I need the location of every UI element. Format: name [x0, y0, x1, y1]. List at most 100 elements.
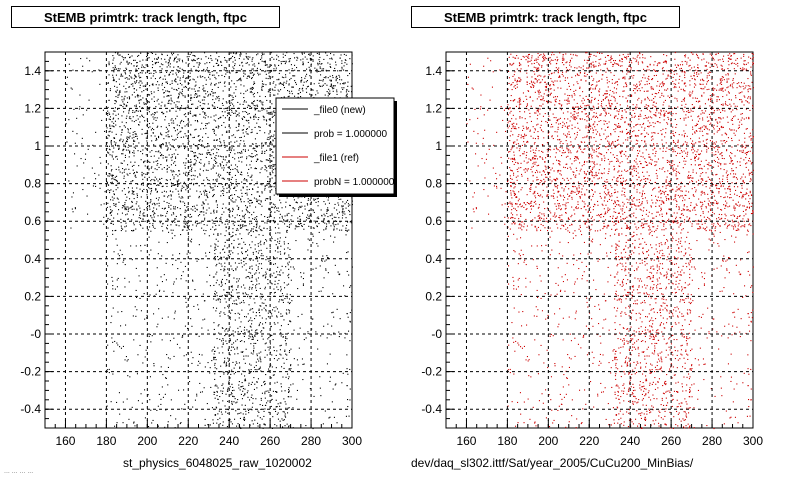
scatter-point	[79, 94, 81, 96]
scatter-point	[286, 293, 288, 295]
scatter-point	[165, 81, 167, 83]
scatter-point	[243, 215, 245, 217]
scatter-point	[187, 135, 189, 137]
scatter-point	[264, 397, 266, 399]
scatter-point	[212, 166, 214, 168]
scatter-point	[257, 119, 259, 121]
scatter-point	[215, 98, 217, 100]
scatter-point	[230, 150, 232, 152]
scatter-point	[154, 168, 156, 170]
scatter-point	[210, 58, 212, 60]
scatter-point	[258, 195, 260, 197]
scatter-point	[154, 180, 156, 182]
scatter-point	[328, 202, 330, 204]
scatter-point	[273, 257, 275, 259]
scatter-point	[217, 125, 219, 127]
scatter-point	[253, 342, 255, 344]
scatter-point	[309, 57, 311, 59]
scatter-point	[212, 148, 214, 150]
scatter-point	[129, 172, 131, 174]
scatter-point	[126, 105, 128, 107]
scatter-point	[321, 215, 323, 217]
scatter-point	[193, 305, 195, 307]
scatter-point	[299, 206, 301, 208]
scatter-point	[170, 157, 172, 159]
scatter-point	[141, 82, 143, 84]
scatter-point	[192, 209, 194, 211]
scatter-point	[216, 178, 218, 180]
scatter-point	[157, 425, 159, 427]
scatter-point	[270, 174, 272, 176]
scatter-point	[125, 146, 127, 148]
scatter-point	[225, 155, 227, 157]
scatter-point	[270, 141, 272, 143]
scatter-point	[161, 71, 163, 73]
scatter-point	[136, 296, 138, 298]
scatter-point	[266, 247, 268, 249]
scatter-point	[346, 89, 348, 91]
scatter-point	[190, 96, 192, 98]
scatter-point	[242, 65, 244, 67]
scatter-point	[323, 219, 325, 221]
scatter-point	[272, 151, 274, 153]
scatter-point	[214, 378, 216, 380]
scatter-point	[253, 366, 255, 368]
scatter-point	[273, 374, 275, 376]
scatter-point	[182, 76, 184, 78]
scatter-point	[151, 179, 153, 181]
scatter-point	[286, 80, 288, 82]
scatter-point	[344, 337, 346, 339]
scatter-point	[226, 343, 228, 345]
scatter-point	[119, 249, 121, 251]
scatter-point	[213, 284, 215, 286]
scatter-point	[275, 276, 277, 278]
scatter-point	[227, 268, 229, 270]
scatter-point	[222, 249, 224, 251]
scatter-point	[254, 138, 256, 140]
scatter-point	[315, 222, 317, 224]
scatter-point	[214, 397, 216, 399]
scatter-point	[123, 85, 125, 87]
scatter-point	[302, 363, 304, 365]
scatter-point	[222, 343, 224, 345]
scatter-point	[218, 126, 220, 128]
scatter-point	[238, 206, 240, 208]
scatter-point	[176, 124, 178, 126]
scatter-point	[174, 218, 176, 220]
scatter-point	[169, 144, 171, 146]
scatter-point	[271, 275, 273, 277]
scatter-point	[280, 269, 282, 271]
scatter-point	[194, 85, 196, 87]
scatter-point	[165, 377, 167, 379]
scatter-point	[203, 90, 205, 92]
scatter-point	[343, 87, 345, 89]
scatter-point	[209, 154, 211, 156]
scatter-point	[171, 159, 173, 161]
scatter-point	[170, 224, 172, 226]
scatter-point	[145, 137, 147, 139]
scatter-point	[292, 207, 294, 209]
scatter-point	[125, 67, 127, 69]
scatter-point	[284, 54, 286, 56]
scatter-point	[297, 93, 299, 95]
scatter-point	[245, 380, 247, 382]
scatter-point	[245, 410, 247, 412]
scatter-point	[315, 94, 317, 96]
scatter-point	[139, 344, 141, 346]
scatter-point	[283, 96, 285, 98]
scatter-point	[265, 73, 267, 75]
scatter-point	[119, 90, 121, 92]
scatter-point	[255, 108, 257, 110]
scatter-point	[345, 217, 347, 219]
scatter-point	[202, 85, 204, 87]
scatter-point	[236, 71, 238, 73]
scatter-point	[127, 187, 129, 189]
scatter-point	[239, 143, 241, 145]
scatter-point	[121, 153, 123, 155]
scatter-point	[207, 203, 209, 205]
scatter-point	[254, 217, 256, 219]
scatter-point	[288, 268, 290, 270]
scatter-point	[173, 355, 175, 357]
scatter-point	[201, 327, 203, 329]
scatter-point	[223, 169, 225, 171]
